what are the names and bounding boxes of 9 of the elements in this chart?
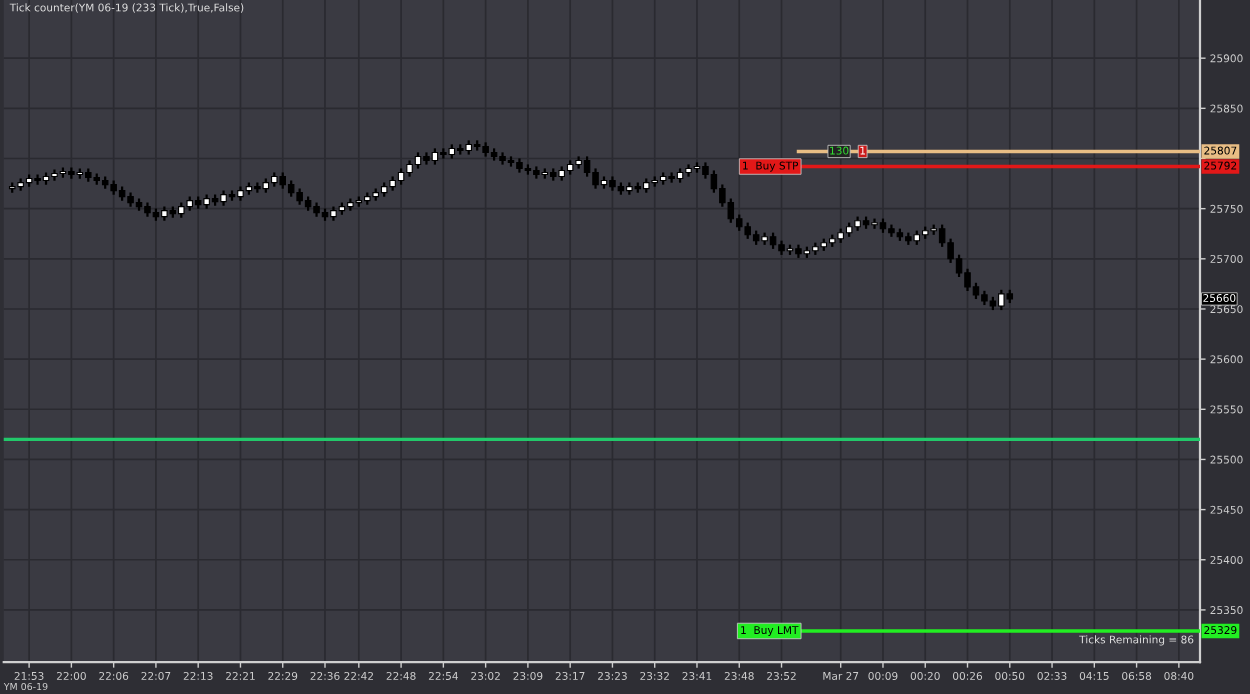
candlestick: [51, 169, 58, 181]
candlestick: [499, 152, 506, 165]
candlestick: [583, 156, 591, 177]
candlestick: [888, 224, 895, 237]
candlestick: [423, 152, 430, 165]
candlestick: [592, 168, 599, 189]
candlestick: [685, 164, 692, 177]
candlestick: [34, 174, 41, 185]
candlestick: [998, 289, 1005, 311]
